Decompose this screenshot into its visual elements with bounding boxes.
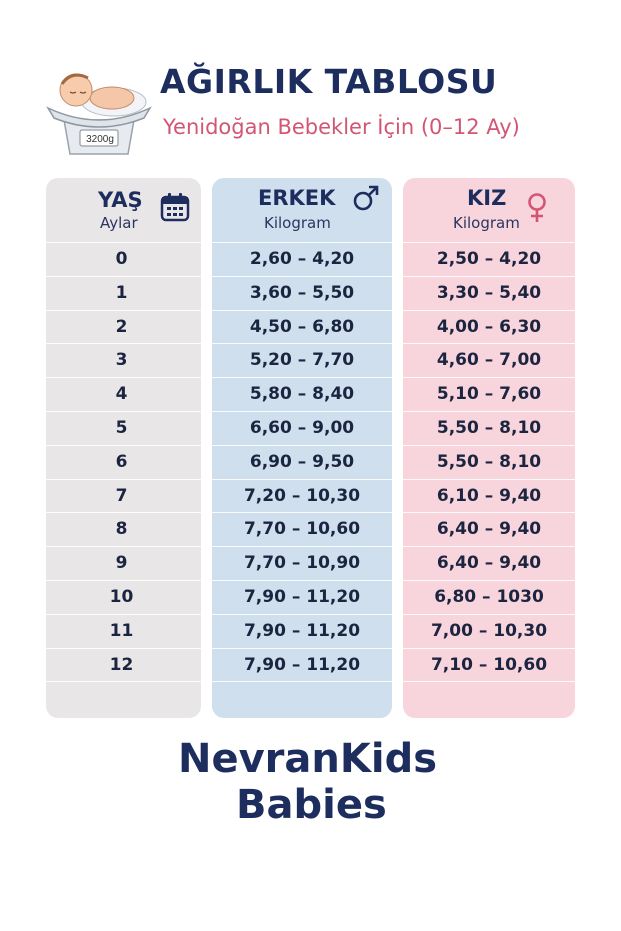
age-column-header: YAŞ Aylar [46,178,201,242]
age-rows: 0 1 2 3 4 5 6 7 8 9 10 11 12 [46,242,201,715]
girl-cell: 6,80 – 1030 [403,579,575,614]
age-column-subtitle: Aylar [100,214,138,232]
boy-cell: 7,70 – 10,90 [212,546,392,580]
age-cell: 9 [46,546,201,580]
girl-cell: 5,50 – 8,10 [403,410,575,445]
boy-cell: 4,50 – 6,80 [212,309,392,344]
boy-column-subtitle: Kilogram [264,214,331,232]
girl-cell: 7,10 – 10,60 [403,647,575,682]
boy-column-header: ERKEK Kilogram [212,178,392,242]
age-cell: 12 [46,647,201,682]
girl-column-header: KIZ Kilogram [403,178,575,242]
girl-cell: 5,10 – 7,60 [403,377,575,411]
age-cell: 6 [46,444,201,479]
boy-cell: 7,90 – 11,20 [212,613,392,648]
age-cell: 4 [46,377,201,411]
girl-cell: 5,50 – 8,10 [403,444,575,479]
age-cell: 3 [46,343,201,377]
boy-cell: 3,60 – 5,50 [212,275,392,310]
girl-cell: 6,40 – 9,40 [403,546,575,580]
girl-cell: 6,40 – 9,40 [403,512,575,546]
boy-column-title: ERKEK [258,186,336,210]
boy-cell: 7,90 – 11,20 [212,647,392,682]
female-symbol-icon [528,193,546,222]
boy-cell: 2,60 – 4,20 [212,242,392,276]
baby-on-scale-illustration [46,73,152,155]
age-cell: 1 [46,275,201,310]
scale-readout: 3200g [86,134,114,145]
brand-line-2: Babies [236,782,387,828]
male-symbol-icon [353,185,379,211]
page-title: AĞIRLIK TABLOSU [160,62,498,101]
age-empty-row [46,681,201,715]
girl-cell: 3,30 – 5,40 [403,275,575,310]
calendar-icon [160,193,190,222]
girl-column: KIZ Kilogram 2,50 – 4,20 3,30 – 5,40 4,00 … [403,178,575,718]
girl-cell: 6,10 – 9,40 [403,478,575,513]
boy-cell: 7,70 – 10,60 [212,512,392,546]
boy-cell: 5,80 – 8,40 [212,377,392,411]
boy-cell: 6,90 – 9,50 [212,444,392,479]
age-cell: 2 [46,309,201,344]
boy-cell: 5,20 – 7,70 [212,343,392,377]
age-cell: 8 [46,512,201,546]
boy-rows: 2,60 – 4,20 3,60 – 5,50 4,50 – 6,80 5,20 – … [212,242,392,715]
brand-logo: NevranKids Babies [178,736,437,828]
svg-text:3200g: 3200g [86,134,114,145]
girl-cell: 4,00 – 6,30 [403,309,575,344]
age-column-title: YAŞ [98,188,143,212]
boy-empty-row [212,681,392,715]
girl-column-subtitle: Kilogram [453,214,520,232]
header: 3200g AĞIRLIK TABLOSU Yenidoğan Bebekler… [0,0,621,170]
age-cell: 0 [46,242,201,276]
page-subtitle: Yenidoğan Bebekler İçin (0–12 Ay) [163,115,520,139]
girl-rows: 2,50 – 4,20 3,30 – 5,40 4,00 – 6,30 4,60 – … [403,242,575,715]
brand-line-1: NevranKids [178,736,438,782]
age-column: YAŞ Aylar 0 1 2 3 4 5 6 7 8 9 10 11 12 [46,178,201,718]
boy-cell: 7,20 – 10,30 [212,478,392,513]
girl-column-title: KIZ [467,186,507,210]
age-cell: 7 [46,478,201,513]
age-cell: 11 [46,613,201,648]
age-cell: 10 [46,579,201,614]
girl-cell: 7,00 – 10,30 [403,613,575,648]
boy-column: ERKEK Kilogram 2,60 – 4,20 3,60 – 5,50 4,5… [212,178,392,718]
girl-empty-row [403,681,575,715]
age-cell: 5 [46,410,201,445]
boy-cell: 6,60 – 9,00 [212,410,392,445]
girl-cell: 4,60 – 7,00 [403,343,575,377]
boy-cell: 7,90 – 11,20 [212,579,392,614]
girl-cell: 2,50 – 4,20 [403,242,575,276]
